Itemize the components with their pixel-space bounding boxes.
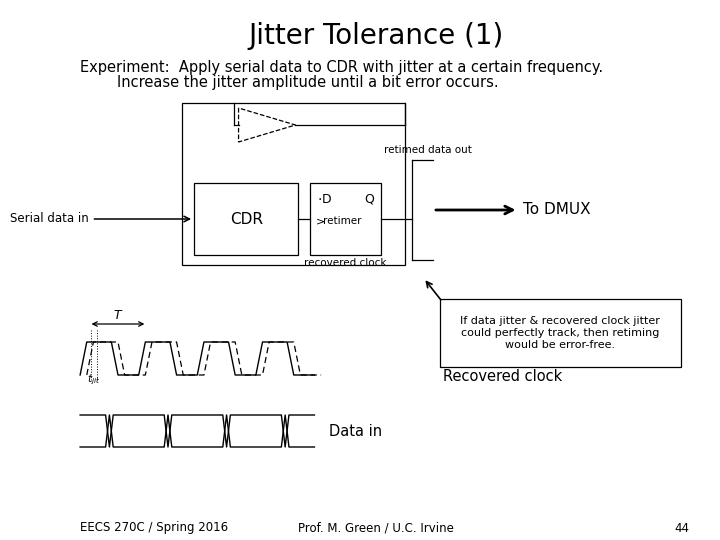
Text: retimed data out: retimed data out [384, 145, 472, 155]
Text: recovered clock: recovered clock [304, 258, 387, 268]
Text: Increase the jitter amplitude until a bit error occurs.: Increase the jitter amplitude until a bi… [80, 75, 499, 90]
Text: Data in: Data in [329, 423, 382, 438]
Text: 44: 44 [674, 522, 689, 535]
Text: Experiment:  Apply serial data to CDR with jitter at a certain frequency.: Experiment: Apply serial data to CDR wit… [80, 60, 603, 75]
Text: EECS 270C / Spring 2016: EECS 270C / Spring 2016 [80, 522, 228, 535]
Text: >: > [315, 216, 325, 226]
FancyBboxPatch shape [194, 183, 298, 255]
FancyBboxPatch shape [440, 299, 680, 367]
Text: $T$: $T$ [113, 309, 123, 322]
Text: D: D [322, 193, 332, 206]
Text: ·: · [317, 193, 321, 207]
Text: Q: Q [364, 193, 374, 206]
Text: Serial data in: Serial data in [10, 213, 89, 226]
Text: Prof. M. Green / U.C. Irvine: Prof. M. Green / U.C. Irvine [298, 522, 454, 535]
Text: retimer: retimer [323, 216, 361, 226]
Text: If data jitter & recovered clock jitter
could perfectly track, then retiming
wou: If data jitter & recovered clock jitter … [460, 316, 660, 349]
Text: CDR: CDR [230, 212, 263, 226]
Text: Recovered clock: Recovered clock [443, 369, 562, 384]
Text: $t_{jit}$: $t_{jit}$ [87, 373, 101, 387]
Text: To DMUX: To DMUX [523, 202, 591, 218]
FancyBboxPatch shape [310, 183, 381, 255]
Text: Jitter Tolerance (1): Jitter Tolerance (1) [248, 22, 504, 50]
